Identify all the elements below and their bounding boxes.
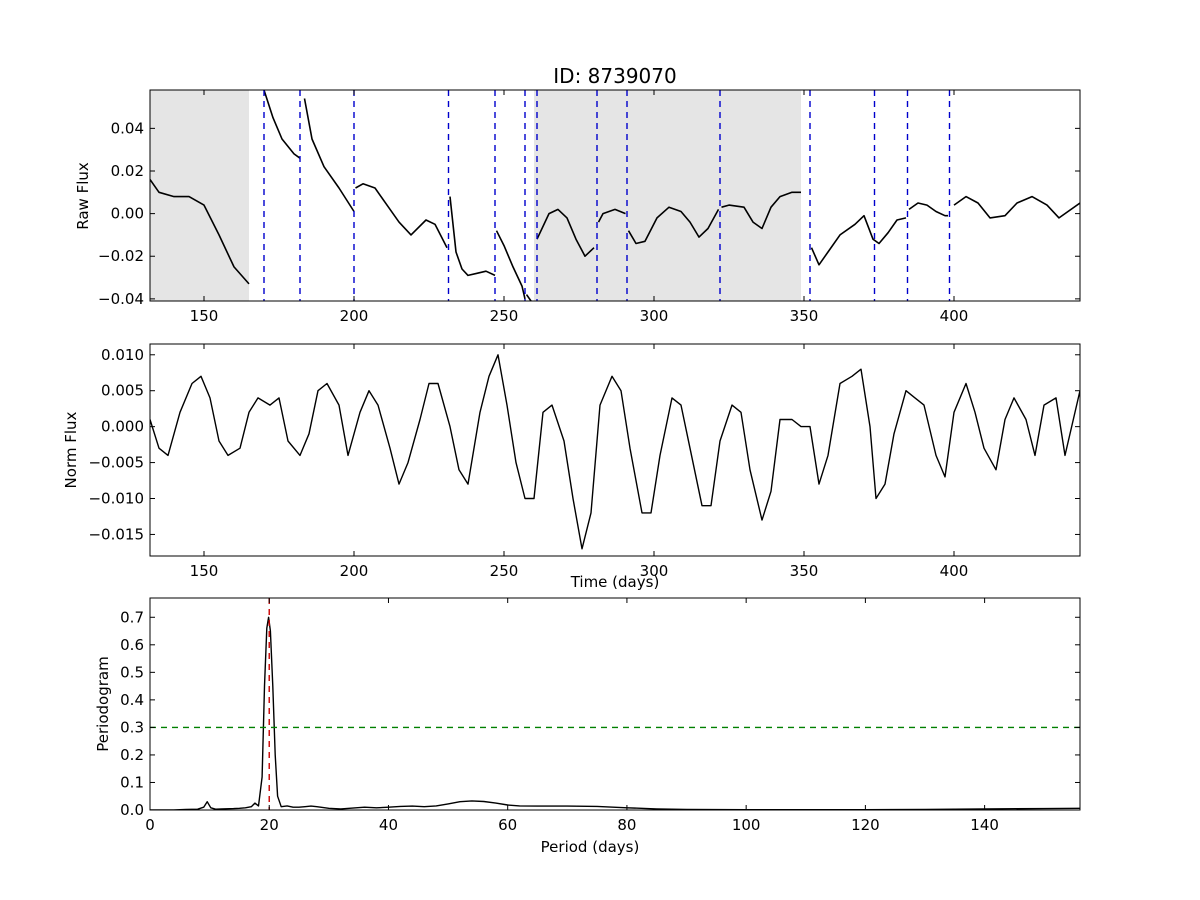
y-tick-label: −0.005 [88,454,144,472]
periodogram-ylabel: Periodogram [94,656,112,751]
periodogram-panel: Periodogram Period (days) 0 20 40 60 80 100 12… [94,597,1081,856]
flux-segment-6 [525,294,532,301]
x-tick-label: 300 [640,307,669,325]
y-tick-label: 0.7 [120,608,144,626]
y-tick-label: 0.010 [101,346,144,364]
x-tick-label: 250 [490,562,519,580]
y-tick-label: 0.5 [120,663,144,681]
chart-title: ID: 8739070 [553,64,676,88]
y-tick-label: −0.010 [88,490,144,508]
y-tick-label: 0.04 [111,119,144,137]
x-tick-label: 400 [940,562,969,580]
series-line [150,354,1080,550]
y-tick-label: 0.2 [120,746,144,764]
plot-frame [149,89,1081,302]
x-tick-label: 400 [940,307,969,325]
y-tick-label: 0.4 [120,691,144,709]
y-tick-label: 0.0 [120,801,144,819]
flux-segment-2 [303,98,355,212]
x-tick-label: 150 [190,562,219,580]
x-tick-label: 60 [498,816,517,834]
x-tick-label: 300 [640,562,669,580]
period-xlabel: Period (days) [541,838,640,856]
plot-frame [149,343,1081,557]
norm-flux-panel: Norm Flux Time (days) 150 200 250 300 350 400… [62,343,1081,591]
flux-segment-5 [495,230,526,300]
y-tick-label: −0.02 [98,247,144,265]
y-tick-label: 0.005 [101,382,144,400]
x-tick-label: 20 [260,816,279,834]
shaded-region-1 [534,90,801,301]
plot-area [150,598,1080,810]
y-tick-label: 0.02 [111,162,144,180]
x-tick-label: 100 [732,816,761,834]
flux-segment-0 [150,179,250,285]
y-tick-label: 0.00 [111,205,144,223]
y-tick-label: 0.1 [120,773,144,791]
flux-segment-1 [263,90,301,159]
flux-segment-7 [536,208,595,258]
flux-segment-12 [908,202,948,217]
plot-area [150,90,1080,301]
x-tick-label: 150 [190,307,219,325]
x-tick-label: 140 [970,816,999,834]
shaded-region-0 [150,90,249,301]
x-tick-label: 200 [340,562,369,580]
flux-segment-10 [721,191,801,230]
y-tick-label: −0.04 [98,290,144,308]
flux-segment-4 [449,196,496,277]
x-tick-label: 250 [490,307,519,325]
x-tick-label: 350 [790,307,819,325]
y-tick-label: −0.015 [88,525,144,543]
flux-segment-13 [953,195,1080,219]
x-tick-label: 40 [379,816,398,834]
norm-flux-ylabel: Norm Flux [62,411,80,488]
flux-segment-8 [597,208,626,223]
series-line [150,616,1080,810]
y-tick-label: 0.000 [101,418,144,436]
flux-segment-9 [627,206,720,245]
flux-segment-11 [810,214,907,266]
y-tick-label: 0.6 [120,636,144,654]
time-xlabel: Time (days) [570,573,660,591]
x-tick-label: 200 [340,307,369,325]
raw-flux-panel: ID: 8739070 Raw Flux 150 200 250 300 350 400 −… [74,64,1081,325]
flux-segment-3 [355,183,448,249]
x-tick-label: 80 [617,816,636,834]
plot-frame [149,597,1081,811]
raw-flux-ylabel: Raw Flux [74,162,92,230]
plot-area [150,354,1080,550]
x-tick-label: 0 [145,816,155,834]
x-tick-label: 120 [851,816,880,834]
y-tick-label: 0.3 [120,718,144,736]
x-tick-label: 350 [790,562,819,580]
